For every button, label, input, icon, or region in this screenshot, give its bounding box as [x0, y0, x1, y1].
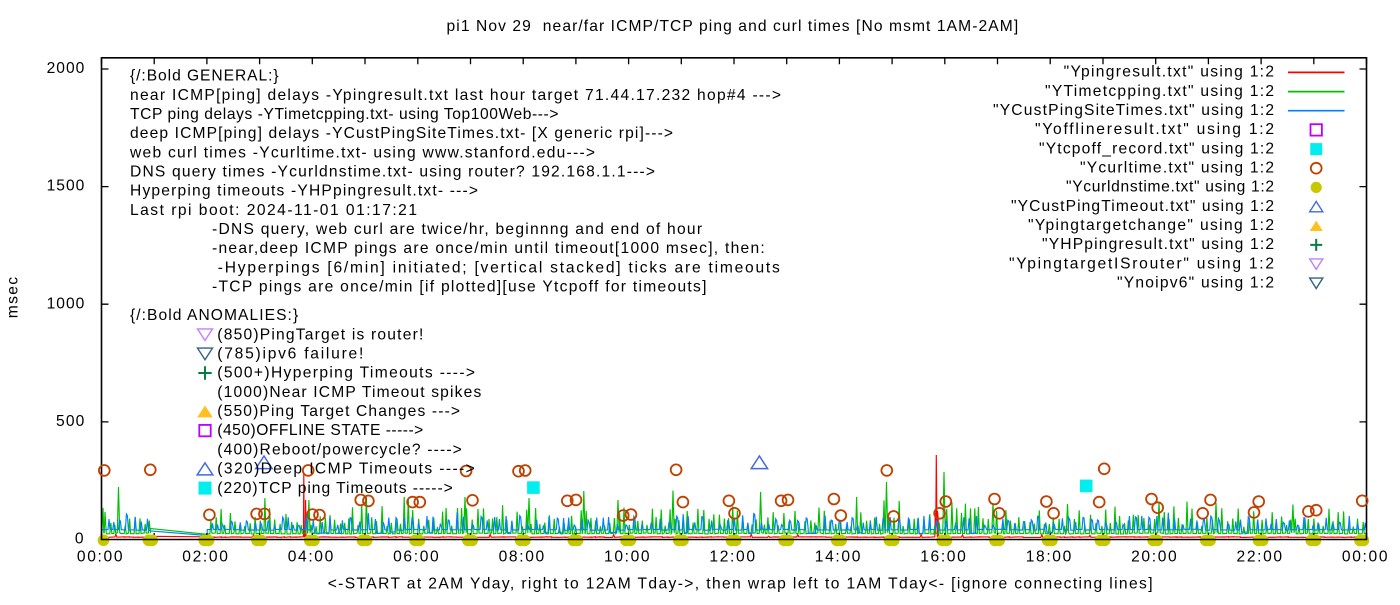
svg-text:04:00: 04:00: [288, 548, 335, 565]
svg-text:00:00: 00:00: [1342, 548, 1389, 565]
svg-text:00:00: 00:00: [77, 548, 124, 565]
svg-text:Hyperping timeouts -YHPpingres: Hyperping timeouts -YHPpingresult.txt- -…: [130, 183, 479, 200]
svg-text:(850)PingTarget is router!: (850)PingTarget is router!: [217, 326, 424, 343]
svg-text:deep ICMP[ping] delays -YCustP: deep ICMP[ping] delays -YCustPingSiteTim…: [130, 125, 674, 142]
svg-text:<-START at 2AM Yday, right to: <-START at 2AM Yday, right to 12AM Tday-…: [328, 576, 1154, 593]
svg-text:(550)Ping Target Changes --->: (550)Ping Target Changes --->: [217, 403, 461, 420]
svg-text:msec: msec: [5, 276, 22, 319]
svg-text:(1000)Near ICMP Timeout spikes: (1000)Near ICMP Timeout spikes: [217, 384, 482, 401]
svg-text:18:00: 18:00: [1026, 548, 1073, 565]
svg-text:-TCP pings are once/min [if pl: -TCP pings are once/min [if plotted][use…: [212, 279, 708, 296]
svg-text:08:00: 08:00: [499, 548, 546, 565]
svg-text:"YCustPingSiteTimes.txt" using: "YCustPingSiteTimes.txt" using 1:2: [993, 102, 1275, 119]
svg-text:"YCustPingTimeout.txt" using 1: "YCustPingTimeout.txt" using 1:2: [1011, 198, 1275, 215]
svg-text:14:00: 14:00: [815, 548, 862, 565]
svg-text:(785)ipv6 failure!: (785)ipv6 failure!: [217, 346, 365, 363]
svg-text:pi1 Nov 29 near/far ICMP/TCP: pi1 Nov 29 near/far ICMP/TCP ping and cu…: [447, 18, 1020, 35]
svg-text:0: 0: [75, 531, 84, 548]
svg-text:web curl times -Ycurltime.txt-: web curl times -Ycurltime.txt- using www…: [129, 144, 596, 161]
svg-text:(400)Reboot/powercycle? ---->: (400)Reboot/powercycle? ---->: [217, 441, 463, 458]
svg-text:22:00: 22:00: [1237, 548, 1284, 565]
svg-text:10:00: 10:00: [604, 548, 651, 565]
svg-text:near ICMP[ping] delays -Ypingr: near ICMP[ping] delays -Ypingresult.txt …: [130, 87, 782, 104]
svg-text:1000: 1000: [47, 295, 86, 312]
svg-text:"YTimetcpping.txt" using 1:2: "YTimetcpping.txt" using 1:2: [1045, 83, 1275, 100]
svg-text:Last rpi boot: 2024-11-01 01:1: Last rpi boot: 2024-11-01 01:17:21: [130, 202, 418, 219]
svg-text:"Ytcpoff_record.txt" using 1:2: "Ytcpoff_record.txt" using 1:2: [1039, 140, 1275, 157]
svg-text:-DNS query, web curl are twice: -DNS query, web curl are twice/hr, begin…: [212, 221, 703, 238]
svg-text:(450)OFFLINE STATE ----->: (450)OFFLINE STATE ----->: [217, 422, 423, 439]
svg-text:"Ycurldnstime.txt" using 1:2: "Ycurldnstime.txt" using 1:2: [1066, 179, 1275, 196]
svg-text:(220)TCP ping Timeouts ----->: (220)TCP ping Timeouts ----->: [217, 480, 453, 497]
svg-text:"YHPpingresult.txt" using 1:2: "YHPpingresult.txt" using 1:2: [1042, 236, 1275, 253]
svg-text:02:00: 02:00: [182, 548, 229, 565]
svg-text:500: 500: [56, 413, 85, 430]
svg-text:DNS query times -Ycurldnstime.: DNS query times -Ycurldnstime.txt- using…: [130, 163, 656, 180]
svg-text:"YpingtargetISrouter" using 1:: "YpingtargetISrouter" using 1:2: [1009, 255, 1276, 272]
svg-text:2000: 2000: [47, 60, 86, 77]
svg-text:1500: 1500: [47, 178, 86, 195]
svg-text:{/:Bold GENERAL:}: {/:Bold GENERAL:}: [130, 68, 280, 85]
svg-text:-Hyperpings [6/min] initiated;: -Hyperpings [6/min] initiated; [vertical…: [218, 259, 782, 276]
svg-text:12:00: 12:00: [709, 548, 756, 565]
svg-text:"Ycurltime.txt" using 1:2: "Ycurltime.txt" using 1:2: [1080, 159, 1275, 176]
svg-text:"Ypingtargetchange" using 1:2: "Ypingtargetchange" using 1:2: [1028, 217, 1275, 234]
svg-text:20:00: 20:00: [1131, 548, 1178, 565]
svg-text:-near,deep ICMP pings are once: -near,deep ICMP pings are once/min until…: [212, 240, 766, 257]
svg-text:TCP ping delays -YTimetcpping.: TCP ping delays -YTimetcpping.txt- using…: [130, 106, 559, 123]
svg-text:06:00: 06:00: [393, 548, 440, 565]
svg-text:"Ynoipv6" using 1:2: "Ynoipv6" using 1:2: [1117, 275, 1275, 292]
svg-text:"Ypingresult.txt" using 1:2: "Ypingresult.txt" using 1:2: [1064, 64, 1276, 81]
svg-text:"Yofflineresult.txt" using 1:2: "Yofflineresult.txt" using 1:2: [1035, 121, 1276, 138]
svg-text:(320)Deep ICMP Timeouts ---->: (320)Deep ICMP Timeouts ---->: [217, 461, 476, 478]
svg-text:16:00: 16:00: [920, 548, 967, 565]
svg-text:{/:Bold ANOMALIES:}: {/:Bold ANOMALIES:}: [130, 307, 299, 324]
svg-text:(500+)Hyperping Timeouts ---->: (500+)Hyperping Timeouts ---->: [217, 365, 476, 382]
